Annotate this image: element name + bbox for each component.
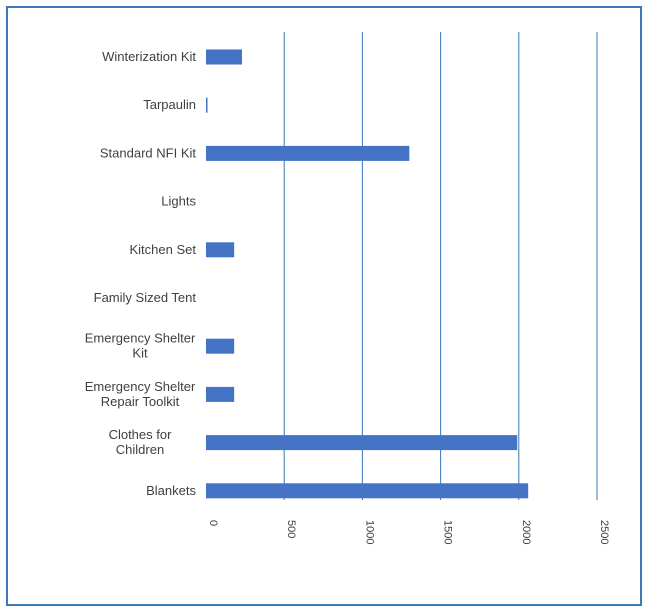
bars xyxy=(206,50,528,499)
bar-emergency-shelter-repair-toolkit xyxy=(206,387,234,402)
tick-labels: 0 500 1000 1500 2000 2500 xyxy=(207,520,610,544)
category-label: Emergency Shelter Repair Toolkit xyxy=(85,379,196,409)
bar-tarpaulin xyxy=(206,98,208,113)
bar-emergency-shelter-kit xyxy=(206,339,234,354)
bar-winterization-kit xyxy=(206,50,242,65)
tick-label-0: 0 xyxy=(207,520,219,526)
tick-label-2500: 2500 xyxy=(598,520,610,544)
category-label: Kitchen Set xyxy=(130,242,197,257)
bar-chart: Winterization Kit Tarpaulin Standard NFI K… xyxy=(8,8,644,608)
tick-label-500: 500 xyxy=(285,520,297,538)
category-label: Winterization Kit xyxy=(102,49,196,64)
category-labels: Winterization Kit Tarpaulin Standard NFI K… xyxy=(85,49,197,498)
gridlines xyxy=(284,32,597,500)
bar-kitchen-set xyxy=(206,242,234,257)
tick-label-1000: 1000 xyxy=(363,520,375,544)
category-label: Lights xyxy=(161,194,196,209)
category-label: Emergency Shelter Kit xyxy=(85,331,196,361)
bar-clothes-for-children xyxy=(206,435,517,450)
category-label: Tarpaulin xyxy=(143,97,196,112)
chart-frame: Winterization Kit Tarpaulin Standard NFI K… xyxy=(6,6,642,606)
category-label: Clothes for Children xyxy=(109,427,173,457)
bar-standard-nfi-kit xyxy=(206,146,409,161)
tick-label-1500: 1500 xyxy=(442,520,454,544)
category-label: Standard NFI Kit xyxy=(100,145,196,160)
tick-label-2000: 2000 xyxy=(520,520,532,544)
category-label: Family Sized Tent xyxy=(94,290,197,305)
bar-blankets xyxy=(206,483,528,498)
category-label: Blankets xyxy=(146,483,196,498)
